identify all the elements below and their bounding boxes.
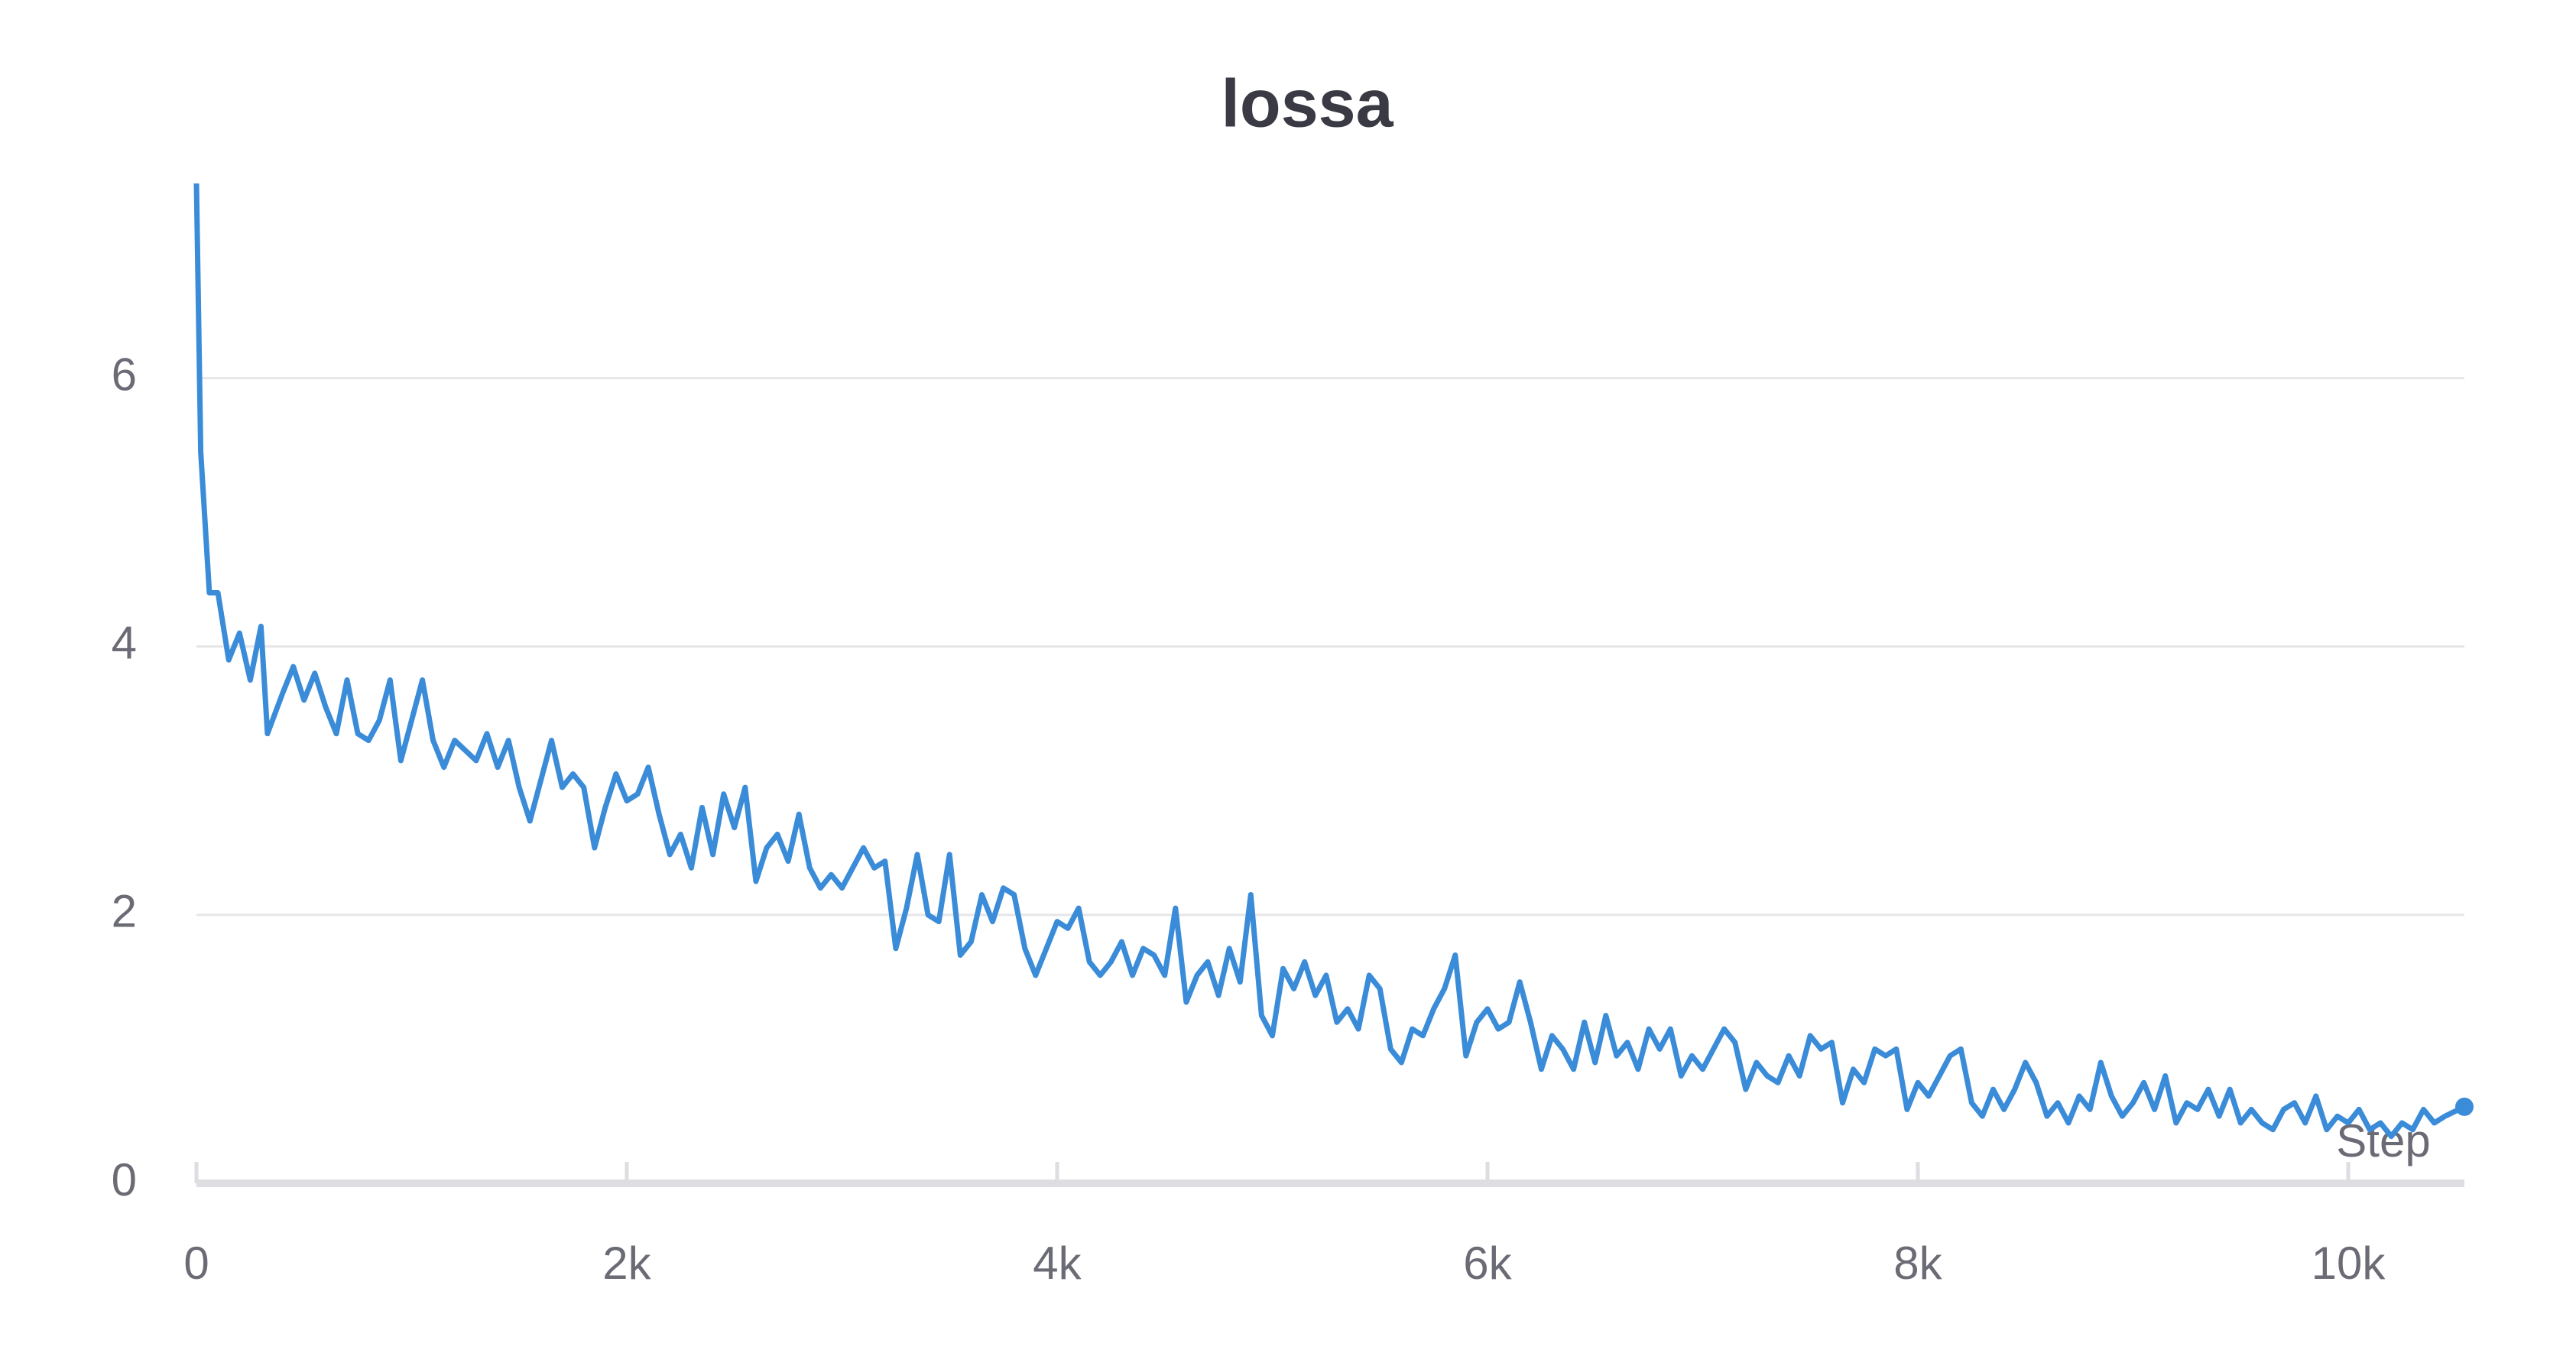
loss-line [193, 183, 2466, 1140]
chart-title: lossa [1221, 65, 1393, 141]
y-tick-label: 4 [112, 618, 137, 669]
x-tick-label: 2k [602, 1238, 651, 1289]
last-point [2455, 1097, 2474, 1116]
x-tick-label: 10k [2312, 1238, 2386, 1289]
y-tick-label: 6 [112, 349, 137, 400]
y-tick-label: 0 [112, 1154, 137, 1205]
y-tick-label: 2 [112, 886, 137, 937]
x-tick-label: 4k [1033, 1238, 1082, 1289]
x-tick-label: 6k [1463, 1238, 1512, 1289]
x-tick-label: 8k [1893, 1238, 1942, 1289]
x-tick-label: 0 [183, 1238, 209, 1289]
